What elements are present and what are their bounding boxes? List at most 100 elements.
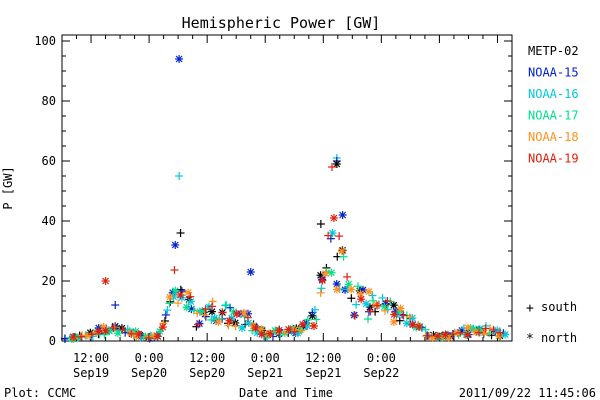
north-point	[332, 285, 341, 294]
south-point	[481, 324, 490, 333]
north-point	[101, 277, 110, 285]
x-tick-time-label: 0:00	[135, 351, 164, 365]
y-tick-label: 60	[42, 154, 56, 168]
legend-entry: NOAA-17	[528, 109, 579, 123]
x-tick-date-label: Sep20	[189, 366, 225, 380]
x-tick-date-label: Sep22	[363, 366, 399, 380]
south-point	[368, 291, 377, 300]
x-tick-time-label: 12:00	[189, 351, 225, 365]
x-axis: 12:00Sep190:00Sep2012:00Sep200:00Sep2112…	[61, 35, 513, 380]
north-point	[463, 330, 472, 339]
north-point	[389, 301, 398, 310]
north-point	[257, 330, 266, 339]
north-point	[390, 310, 399, 319]
south-point	[221, 301, 230, 310]
south-point	[316, 220, 325, 228]
south-point	[378, 293, 387, 302]
x-tick-time-label: 0:00	[251, 351, 280, 365]
south-point	[163, 306, 172, 315]
north-point	[240, 308, 249, 317]
north-point	[238, 323, 247, 332]
south-point	[399, 311, 408, 320]
south-point	[474, 328, 483, 337]
north-point	[310, 322, 319, 331]
north-point	[225, 316, 234, 325]
legend-entry: NOAA-19	[528, 152, 579, 166]
north-point	[158, 323, 167, 332]
north-point	[246, 268, 255, 276]
x-tick-date-label: Sep20	[131, 366, 167, 380]
south-point	[381, 306, 390, 315]
south-point	[335, 232, 344, 241]
south-point	[201, 312, 210, 321]
north-point	[94, 327, 103, 336]
north-point	[365, 287, 374, 296]
x-tick-date-label: Sep19	[73, 366, 109, 380]
north-point	[380, 302, 389, 311]
y-axis: 0 20 40 60 80 100	[34, 34, 512, 348]
north-point	[402, 319, 411, 328]
north-point	[372, 300, 381, 309]
north-point	[176, 290, 185, 299]
y-axis-label: P [GW]	[1, 166, 15, 209]
south-point	[175, 172, 184, 180]
x-tick-time-label: 12:00	[305, 351, 341, 365]
north-point	[208, 307, 217, 316]
legend-entry: NOAA-18	[528, 130, 579, 144]
south-point	[373, 301, 382, 310]
north-point	[329, 214, 338, 222]
north-point	[441, 330, 450, 339]
south-point	[456, 328, 465, 337]
south-point	[310, 305, 319, 314]
north-point	[321, 269, 330, 278]
south-point	[352, 300, 361, 309]
north-point	[251, 323, 260, 332]
south-point	[194, 320, 203, 329]
north-point	[171, 286, 180, 295]
north-point	[298, 320, 307, 329]
north-point	[153, 332, 162, 341]
south-point	[60, 334, 69, 343]
y-tick-label: 0	[49, 334, 56, 348]
south-point	[110, 323, 119, 332]
south-marker-glyph: +	[526, 301, 534, 316]
south-point	[395, 316, 404, 325]
north-point	[389, 317, 398, 326]
south-point	[343, 272, 352, 281]
south-point	[297, 326, 306, 335]
south-point	[366, 307, 375, 316]
south-point	[354, 282, 363, 291]
south-point	[496, 328, 505, 337]
south-point	[170, 266, 179, 275]
marker-legend: + south * north	[526, 300, 577, 347]
north-point	[356, 289, 365, 298]
north-point	[266, 329, 275, 338]
north-point	[214, 317, 223, 326]
south-point	[200, 310, 209, 319]
south-point	[328, 163, 336, 171]
north-point	[357, 295, 366, 304]
x-tick-date-label: Sep21	[247, 366, 283, 380]
y-tick-label: 40	[42, 214, 56, 228]
south-point	[231, 322, 240, 331]
south-point	[224, 321, 233, 330]
south-point	[339, 252, 348, 261]
south-point	[118, 325, 127, 334]
south-point	[405, 313, 414, 322]
north-point	[408, 320, 417, 329]
chart-title: Hemispheric Power [GW]	[182, 14, 381, 32]
north-point	[244, 318, 253, 327]
north-point	[396, 304, 405, 313]
south-point	[383, 297, 392, 306]
south-point	[324, 231, 333, 240]
south-point	[243, 313, 252, 322]
south-point	[290, 327, 299, 336]
north-marker-label: north	[541, 331, 577, 345]
north-point	[165, 293, 174, 302]
north-point	[83, 331, 92, 340]
south-point	[218, 308, 227, 317]
south-point	[111, 301, 120, 309]
legend-entry: NOAA-15	[528, 66, 579, 80]
north-point	[501, 330, 510, 339]
